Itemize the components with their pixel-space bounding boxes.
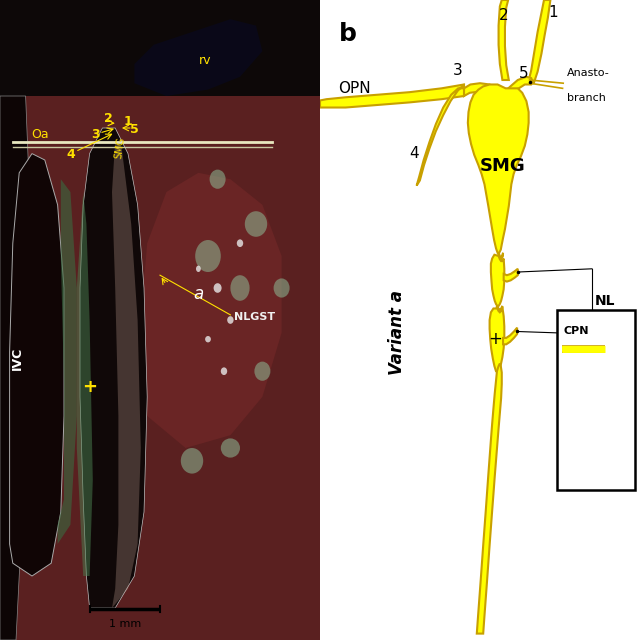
- Polygon shape: [499, 0, 509, 80]
- Text: 5: 5: [130, 123, 139, 136]
- Polygon shape: [141, 173, 282, 448]
- Polygon shape: [490, 307, 504, 372]
- Text: Variant a: Variant a: [388, 291, 406, 375]
- Text: rv: rv: [198, 54, 211, 67]
- Text: SMG: SMG: [113, 136, 126, 159]
- Polygon shape: [0, 0, 320, 96]
- Text: 2: 2: [499, 8, 509, 24]
- Polygon shape: [498, 253, 503, 260]
- Text: 1 mm: 1 mm: [109, 619, 141, 629]
- Polygon shape: [134, 19, 262, 96]
- Ellipse shape: [237, 239, 243, 247]
- Polygon shape: [112, 141, 141, 608]
- Text: OPN: OPN: [339, 81, 371, 96]
- Ellipse shape: [245, 211, 268, 237]
- Polygon shape: [468, 84, 529, 253]
- Ellipse shape: [205, 336, 211, 342]
- Polygon shape: [491, 255, 504, 306]
- Ellipse shape: [227, 316, 234, 324]
- Polygon shape: [503, 328, 517, 344]
- Text: b: b: [339, 22, 357, 46]
- Polygon shape: [80, 128, 147, 608]
- Polygon shape: [417, 84, 464, 186]
- Text: +: +: [488, 330, 502, 348]
- Polygon shape: [497, 306, 502, 312]
- Text: 1: 1: [548, 5, 559, 20]
- Text: 1: 1: [124, 115, 132, 128]
- Ellipse shape: [214, 283, 221, 293]
- Text: 3: 3: [452, 63, 463, 78]
- Text: Oa: Oa: [31, 128, 49, 141]
- Ellipse shape: [221, 367, 227, 375]
- Ellipse shape: [221, 438, 240, 458]
- Ellipse shape: [210, 170, 226, 189]
- Polygon shape: [77, 192, 93, 576]
- Text: NLGST: NLGST: [234, 312, 275, 322]
- Bar: [557, 310, 635, 490]
- Polygon shape: [477, 364, 502, 634]
- Polygon shape: [58, 179, 77, 544]
- Text: a: a: [193, 285, 204, 303]
- Text: 4: 4: [66, 148, 75, 161]
- Text: SMG: SMG: [479, 157, 525, 175]
- Text: NL: NL: [595, 294, 615, 308]
- Text: 5: 5: [518, 66, 528, 81]
- Ellipse shape: [274, 278, 290, 298]
- Polygon shape: [528, 0, 550, 83]
- Text: branch: branch: [567, 93, 606, 103]
- Text: CPN: CPN: [563, 326, 589, 337]
- Text: Anasto-: Anasto-: [567, 68, 610, 78]
- Text: 4: 4: [410, 146, 419, 161]
- Ellipse shape: [254, 362, 270, 381]
- Polygon shape: [10, 154, 64, 576]
- Polygon shape: [504, 269, 518, 282]
- Ellipse shape: [196, 266, 201, 272]
- Text: 2: 2: [104, 112, 113, 125]
- Polygon shape: [464, 77, 532, 97]
- Ellipse shape: [181, 448, 204, 474]
- Text: IVC: IVC: [11, 347, 24, 370]
- Ellipse shape: [230, 275, 250, 301]
- Polygon shape: [320, 84, 464, 108]
- Ellipse shape: [195, 240, 221, 272]
- Text: 3: 3: [92, 128, 100, 141]
- Text: +: +: [82, 378, 97, 396]
- Polygon shape: [0, 96, 32, 640]
